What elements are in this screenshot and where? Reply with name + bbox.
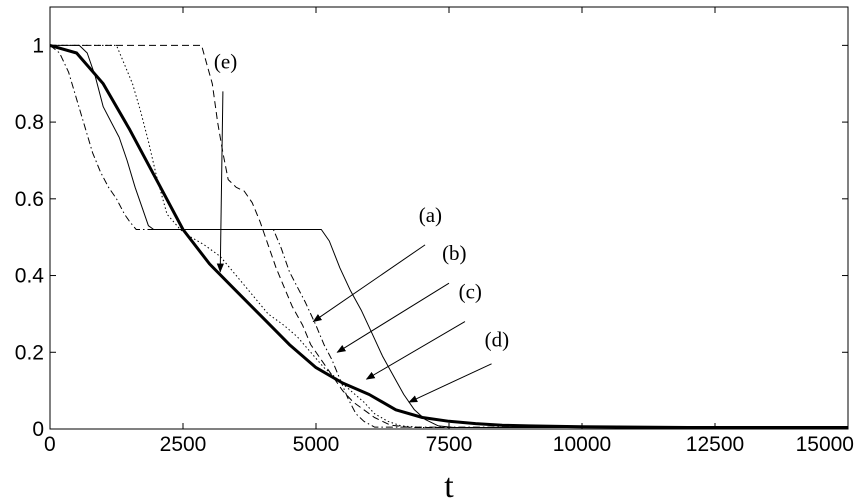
series-line-1 [49, 45, 848, 428]
y-tick-label-2: 0.4 [15, 265, 45, 288]
x-tick-label-6: 15000 [796, 433, 854, 456]
series-line-5 [49, 43, 848, 429]
x-tick-label-3: 7500 [426, 433, 473, 456]
y-tick-label-0: 0 [32, 418, 44, 441]
series-line-3 [50, 44, 848, 428]
annotation-label-5: (d) [485, 328, 510, 352]
x-tick-label-2: 5000 [293, 433, 340, 456]
y-tick-label-4: 0.8 [15, 111, 44, 134]
annotation-arrow-3 [336, 282, 450, 353]
x-tick-label-5: 12500 [686, 433, 744, 456]
y-tick-label-3: 0.6 [15, 188, 44, 211]
annotation-arrow-2 [312, 244, 426, 323]
annotation-arrow-4 [365, 321, 466, 380]
y-tick-label-5: 1 [32, 34, 44, 57]
x-tick-label-1: 2500 [160, 433, 207, 456]
series-line-2 [50, 44, 848, 428]
annotation-label-2: (a) [419, 203, 442, 227]
annotation-arrow-5 [408, 363, 492, 403]
annotation-label-3: (b) [442, 241, 467, 265]
x-tick-label-4: 10000 [553, 433, 611, 456]
annotation-label-4: (c) [459, 280, 482, 304]
tick-layer: 0 2500 5000 7500 10000 12500 15000 0 0.2 0.4 0.6 0.… [15, 7, 854, 456]
series-layer [49, 43, 848, 429]
x-tick-label-0: 0 [44, 433, 56, 456]
annotation-arrow-1 [216, 91, 224, 273]
y-tick-label-1: 0.2 [15, 341, 44, 364]
series-line-4 [50, 44, 848, 428]
plot-background [50, 7, 848, 429]
x-axis-title: t [444, 468, 454, 504]
annotation-label-1: (e) [214, 49, 237, 73]
annotation-layer: (e) (a)(b) (c) (d) [214, 49, 510, 403]
